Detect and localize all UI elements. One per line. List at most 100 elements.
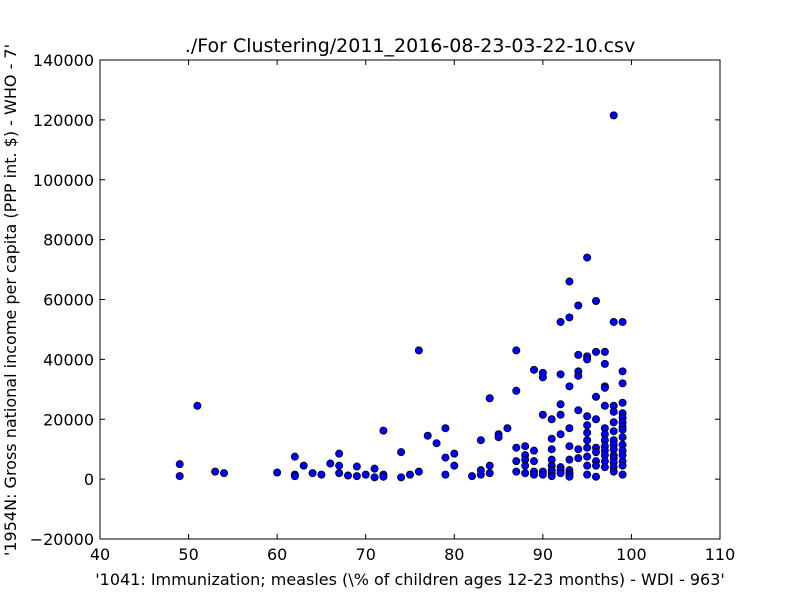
data-point <box>592 461 601 470</box>
data-point <box>414 467 423 476</box>
x-axis-label: '1041: Immunization; measles (\% of chil… <box>95 570 725 589</box>
data-point <box>583 421 592 430</box>
data-point <box>530 446 539 455</box>
data-point <box>556 370 565 379</box>
data-point <box>574 350 583 359</box>
data-point <box>326 459 335 468</box>
data-point <box>405 470 414 479</box>
data-point <box>583 470 592 479</box>
data-point <box>565 382 574 391</box>
data-point <box>317 470 326 479</box>
data-point <box>565 442 574 451</box>
data-point <box>414 346 423 355</box>
data-points <box>175 111 627 482</box>
data-point <box>618 470 627 479</box>
y-tick-label: −20000 <box>30 530 94 549</box>
data-point <box>441 470 450 479</box>
data-point <box>512 386 521 395</box>
y-tick-label: 100000 <box>33 171 94 190</box>
data-point <box>485 394 494 403</box>
data-point <box>583 428 592 437</box>
data-point <box>361 470 370 479</box>
data-point <box>521 461 530 470</box>
data-point <box>547 445 556 454</box>
x-tick-label: 80 <box>444 545 464 564</box>
data-point <box>609 427 618 436</box>
data-point <box>600 359 609 368</box>
data-point <box>211 467 220 476</box>
data-point <box>556 317 565 326</box>
data-point <box>512 457 521 466</box>
data-point <box>450 449 459 458</box>
data-point <box>609 317 618 326</box>
data-point <box>592 296 601 305</box>
data-point <box>574 371 583 380</box>
data-point <box>370 464 379 473</box>
data-point <box>450 461 459 470</box>
x-tick-label: 110 <box>705 545 736 564</box>
data-point <box>290 452 299 461</box>
y-tick-label: 20000 <box>43 410 94 429</box>
data-point <box>379 472 388 481</box>
data-point <box>512 346 521 355</box>
data-point <box>618 398 627 407</box>
data-point <box>547 472 556 481</box>
data-point <box>600 463 609 472</box>
data-point <box>273 468 282 477</box>
data-point <box>352 472 361 481</box>
data-point <box>583 443 592 452</box>
data-point <box>538 373 547 382</box>
data-point <box>556 430 565 439</box>
chart-title: ./For Clustering/2011_2016-08-23-03-22-1… <box>185 35 635 57</box>
data-point <box>379 426 388 435</box>
y-tick-label: 40000 <box>43 350 94 369</box>
data-point <box>592 415 601 424</box>
x-tick-label: 100 <box>616 545 647 564</box>
data-point <box>583 355 592 364</box>
y-tick-label: 80000 <box>43 231 94 250</box>
x-tick-label: 70 <box>356 545 376 564</box>
data-point <box>397 473 406 482</box>
data-point <box>530 365 539 374</box>
data-point <box>547 415 556 424</box>
data-point <box>618 425 627 434</box>
data-point <box>574 445 583 454</box>
data-point <box>583 436 592 445</box>
data-point <box>618 461 627 470</box>
data-point <box>618 317 627 326</box>
data-point <box>565 472 574 481</box>
data-point <box>600 383 609 392</box>
data-point <box>618 379 627 388</box>
data-point <box>592 472 601 481</box>
data-point <box>193 401 202 410</box>
data-point <box>609 111 618 120</box>
data-point <box>432 439 441 448</box>
data-point <box>538 410 547 419</box>
data-point <box>397 448 406 457</box>
data-point <box>583 253 592 262</box>
data-point <box>467 472 476 481</box>
data-point <box>556 400 565 409</box>
data-point <box>423 431 432 440</box>
data-point <box>219 469 228 478</box>
data-point <box>441 424 450 433</box>
data-point <box>521 442 530 451</box>
data-point <box>476 436 485 445</box>
data-point <box>618 367 627 376</box>
data-point <box>530 470 539 479</box>
data-point <box>609 418 618 427</box>
data-point <box>538 470 547 479</box>
data-point <box>503 424 512 433</box>
x-tick-label: 40 <box>90 545 110 564</box>
data-point <box>485 461 494 470</box>
data-point <box>574 406 583 415</box>
data-point <box>618 433 627 442</box>
data-point <box>441 453 450 462</box>
data-point <box>583 412 592 421</box>
data-point <box>609 407 618 416</box>
data-point <box>290 472 299 481</box>
data-point <box>592 347 601 356</box>
data-point <box>175 472 184 481</box>
data-point <box>592 448 601 457</box>
